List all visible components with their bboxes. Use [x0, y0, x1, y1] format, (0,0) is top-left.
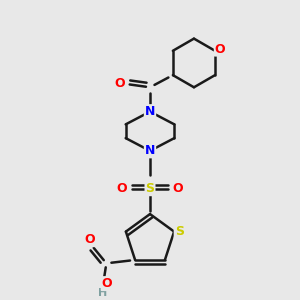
Text: O: O: [102, 277, 112, 290]
Text: O: O: [173, 182, 183, 195]
Text: O: O: [114, 77, 125, 90]
Text: N: N: [145, 144, 155, 158]
Text: S: S: [175, 225, 184, 238]
Text: O: O: [215, 43, 225, 56]
Text: O: O: [84, 233, 95, 246]
Text: H: H: [98, 288, 108, 298]
Text: N: N: [145, 105, 155, 118]
Text: S: S: [146, 182, 154, 195]
Text: O: O: [117, 182, 127, 195]
